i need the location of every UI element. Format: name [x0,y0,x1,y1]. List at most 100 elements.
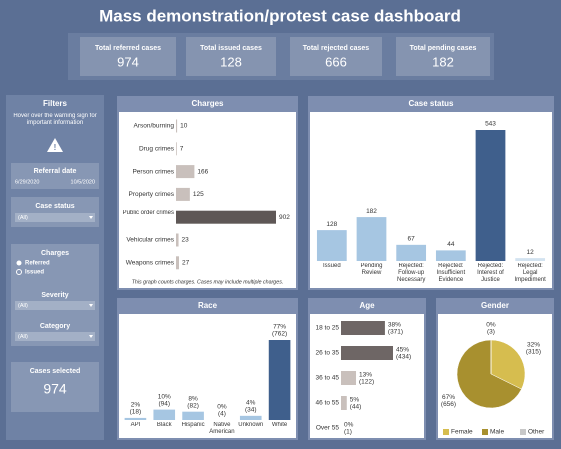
kpi-tile [396,37,490,76]
count-label: (18) [130,409,142,416]
value-label: 45% [396,347,409,354]
pie-slice [490,339,526,390]
category-value: (All) [18,334,28,340]
category-label-box: API [131,422,141,428]
value-label: 27 [182,260,190,267]
category-label: Rejected: Follow-up Necessary [396,263,426,283]
filter-hint: Hover over the warning sign for importan… [13,113,97,126]
value-label: 0% [217,404,227,411]
legend-swatch [520,429,526,435]
category-label: Rejected: Legal Impediment [514,263,546,283]
category-label: Drug crimes [139,146,175,153]
referral-date-end[interactable]: 10/5/2020 [71,179,95,185]
charges-filter-box [11,244,99,346]
value-label: 0% [344,422,354,429]
cases-selected-value: 974 [43,381,67,397]
count-label: (94) [158,400,170,407]
referral-date-start[interactable]: 6/29/2020 [15,179,39,185]
category-label: Weapons crimes [126,260,175,267]
panel-title: Age [359,301,375,310]
panel-title: Gender [481,301,509,310]
value-label: 128 [326,221,337,228]
filter-title: Filters [43,99,68,108]
category-label: Vehicular crimes [126,237,174,244]
chart-note: This graph counts charges. Cases may inc… [132,279,284,285]
panel-title: Race [198,301,218,310]
pie-slice [456,339,522,409]
bar [176,256,179,270]
filter-hint-box: Hover over the warning sign for importan… [13,113,97,126]
category-label: White [271,422,288,428]
warning-icon[interactable] [47,138,63,152]
panel-body [119,314,296,438]
kpi-tile [290,37,382,76]
kpi-tile [80,37,176,76]
panel-title: Case status [409,99,454,108]
bar [182,411,204,420]
category-label: Over 55 [316,425,340,432]
value-label: 67 [408,236,416,243]
category-label-box: Unknown [238,422,263,428]
legend-label: Other [528,429,545,436]
category-label: Property crimes [128,191,174,198]
kpi-label: Total referred cases [95,45,161,52]
value-label: 0% [486,322,496,329]
bar [316,230,347,261]
category-label-box: Issued [323,263,341,269]
legend-label: Female [451,429,473,436]
bar [396,244,427,261]
count-label: (34) [245,407,257,414]
charges-filter-label: Charges [41,250,69,257]
category-label-box: Rejected: Legal Impediment [514,263,546,283]
value-label: 13% [359,372,372,379]
warning-mark: ! [54,143,57,152]
value-label: 38% [388,322,401,329]
kpi-tile [186,37,276,76]
legend-swatch [482,429,488,435]
category-label: Public order crimes [122,210,174,217]
count-label: (656) [441,401,456,408]
value-label: 10% [158,393,171,400]
count-label: (122) [359,379,374,386]
case-status-dropdown[interactable] [15,213,95,222]
value-label: 4% [246,400,256,407]
bar [515,258,546,261]
category-label: 36 to 45 [316,375,340,382]
bar [268,340,291,420]
kpi-label: Total issued cases [200,45,262,52]
bar [239,415,262,420]
value-label: 8% [188,395,198,402]
radio-option[interactable] [16,269,22,275]
value-label: 125 [193,191,204,198]
referral-date-box [11,163,99,189]
severity-dropdown[interactable] [15,301,95,310]
count-label: (3) [487,329,495,336]
bar [176,165,195,179]
case-status-box [11,197,99,227]
value-label: 32% [527,341,540,348]
category-label: 26 to 35 [316,350,340,357]
category-label-box: Hispanic [182,422,205,428]
value-label: 23 [182,237,190,244]
category-label: 46 to 55 [316,400,340,407]
category-dropdown[interactable] [15,332,95,341]
category-label: Category [40,323,70,330]
kpi-value: 974 [117,54,139,69]
count-label: (82) [187,402,199,409]
bar [176,187,190,201]
category-label-box: Rejected: Follow-up Necessary [396,263,426,283]
radio-selected[interactable] [16,260,22,266]
kpi-value: 182 [432,54,454,69]
cases-selected-label: Cases selected [30,368,81,375]
value-label: 902 [279,214,290,221]
bar [176,142,177,156]
category-label-box: Public order crimes [122,210,174,217]
kpi-label: Total pending cases [410,45,477,52]
category-label-box: Native American [209,422,234,435]
category-label: Rejected: Insufficient Evidence [436,263,466,283]
referral-date-label: Referral date [34,168,77,175]
count-label: (4) [218,411,226,418]
bar [475,130,506,261]
bar [176,210,276,224]
